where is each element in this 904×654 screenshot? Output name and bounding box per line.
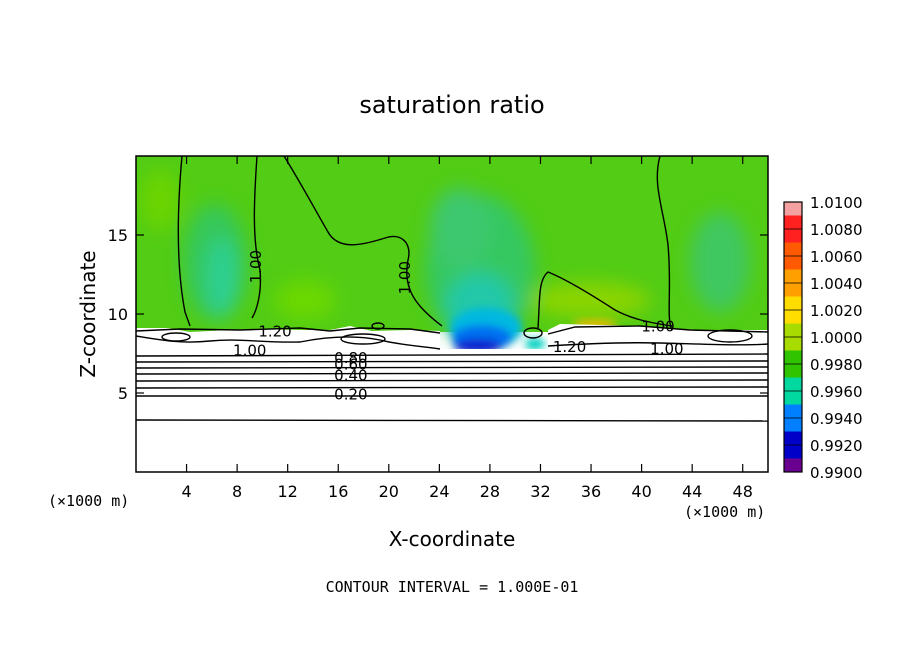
colorbar-label: 1.0100 [810,194,863,212]
y-tick-label: 5 [118,384,128,403]
x-tick-label: 44 [682,482,702,501]
colorbar-label: 1.0080 [810,221,863,239]
contour-label: 1.00 [233,341,266,359]
x-tick-label: 32 [530,482,550,501]
x-tick-label: 24 [429,482,449,501]
contour-interval-note: CONTOUR INTERVAL = 1.000E-01 [326,578,579,596]
colorbar-label: 0.9960 [810,383,863,401]
y-tick-label: 15 [108,226,128,245]
colorbar-label: 1.0020 [810,302,863,320]
colorbar: 1.0100 1.0080 1.0060 1.0040 1.0020 1.0000 0.99… [783,194,863,482]
colorbar-label: 1.0040 [810,275,863,293]
y-axis-unit: (×1000 m) [48,492,129,510]
contour-label: 1.00 [396,261,414,294]
x-axis-unit: (×1000 m) [684,503,765,521]
contour-label: 1.20 [258,322,291,340]
x-tick-label: 36 [581,482,601,501]
y-axis: 5 10 15 [108,226,768,403]
contour-label: 1.00 [247,250,265,283]
colorbar-label: 0.9900 [810,464,863,482]
heatmap-field [136,156,768,472]
x-axis-label: X-coordinate [389,527,516,551]
x-axis: 4 8 12 16 20 24 28 32 36 40 44 48 [181,156,753,501]
y-axis-label: Z-coordinate [76,250,100,377]
chart-title: saturation ratio [359,91,544,119]
x-tick-label: 48 [733,482,753,501]
contour-label: 0.40 [334,367,367,385]
x-tick-label: 8 [232,482,242,501]
x-tick-label: 12 [278,482,298,501]
x-tick-label: 28 [480,482,500,501]
colorbar-swatch [784,458,802,472]
x-tick-label: 4 [181,482,191,501]
colorbar-label: 1.0060 [810,248,863,266]
contour-label: 0.80 [334,349,367,367]
contour-label: 1.20 [553,338,586,356]
colorbar-label: 0.9920 [810,437,863,455]
contour-label: 0.60 [334,356,367,374]
colorbar-label: 1.0000 [810,329,863,347]
x-tick-label: 16 [328,482,348,501]
contour-labels: 1.00 1.001.201.00 0.800.600.400.201.201.00… [233,250,684,404]
contour-label: 1.00 [641,318,674,336]
contour-label: 0.20 [334,386,367,404]
x-tick-label: 20 [379,482,399,501]
colorbar-swatch [784,202,802,216]
y-tick-label: 10 [108,305,128,324]
contour-label: 1.00 [650,340,683,358]
x-tick-label: 40 [631,482,651,501]
colorbar-label: 0.9980 [810,356,863,374]
colorbar-label: 0.9940 [810,410,863,428]
